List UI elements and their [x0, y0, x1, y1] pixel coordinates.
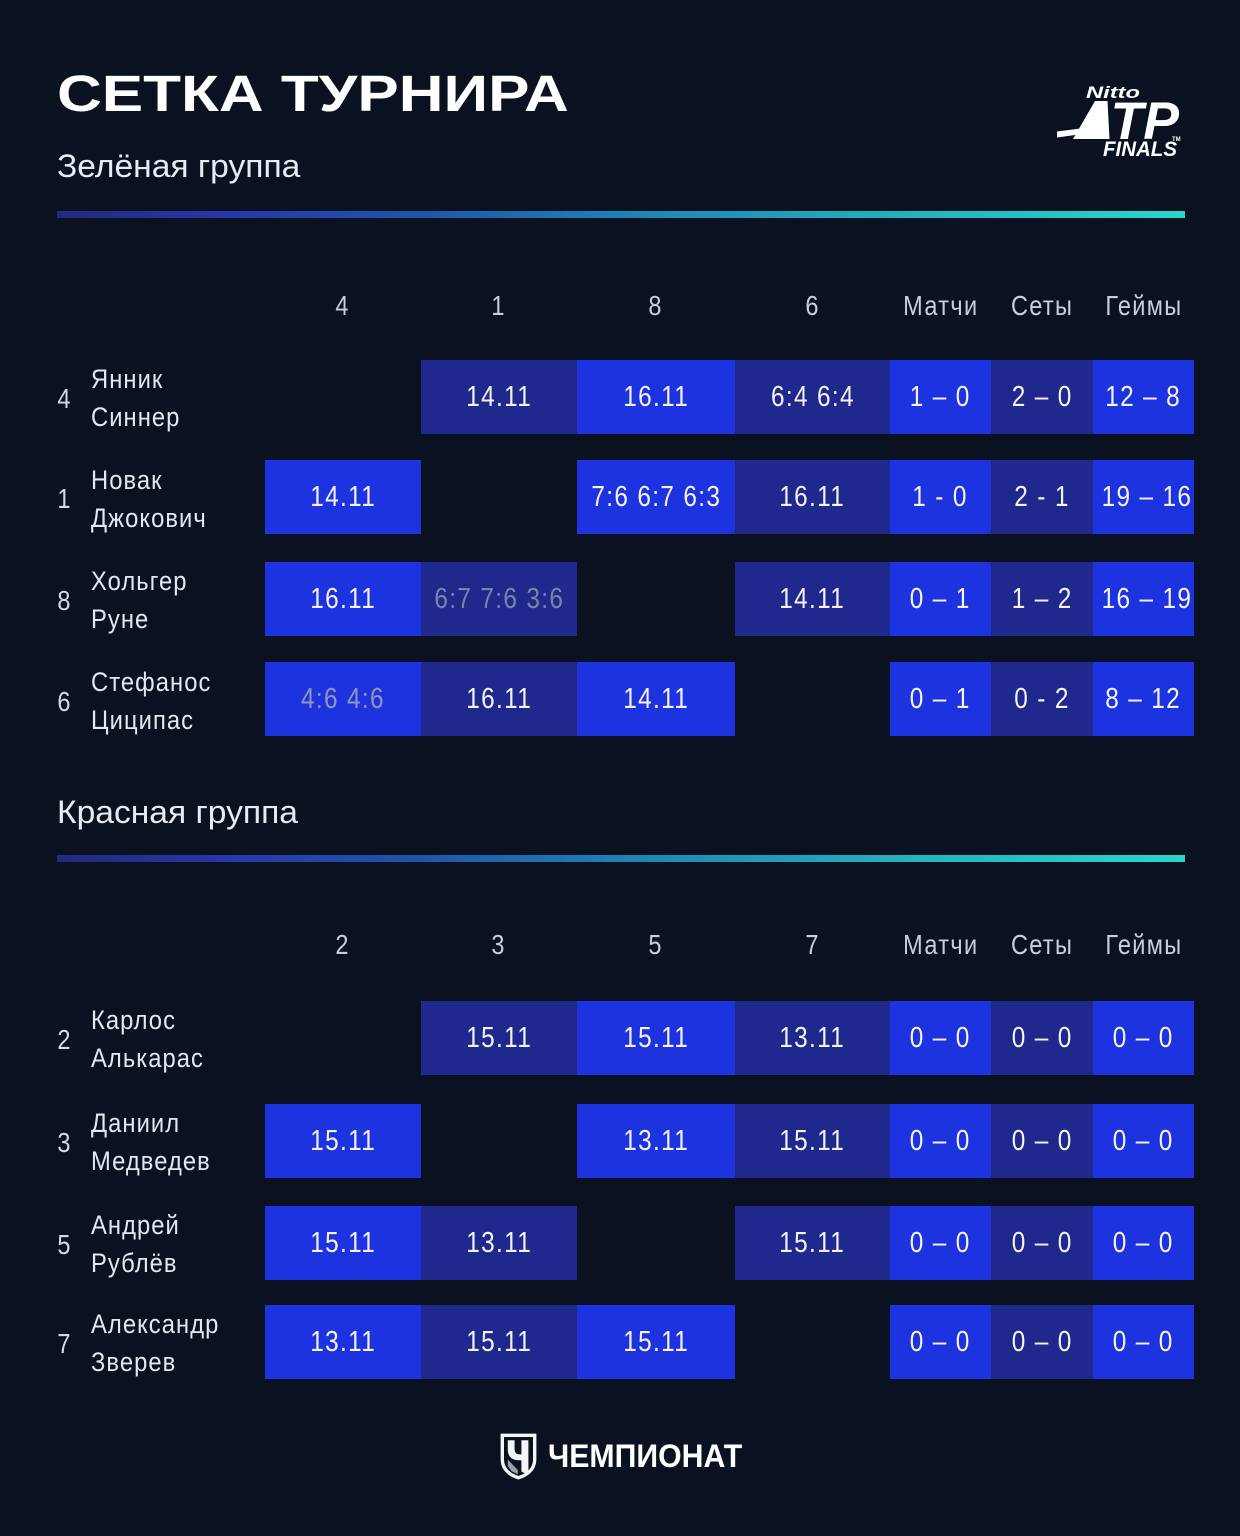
svg-text:TM: TM [1172, 137, 1181, 143]
svg-text:FINALS: FINALS [1103, 138, 1177, 161]
svg-text:Nitto: Nitto [1086, 83, 1140, 102]
svg-text:TP: TP [1111, 92, 1180, 151]
